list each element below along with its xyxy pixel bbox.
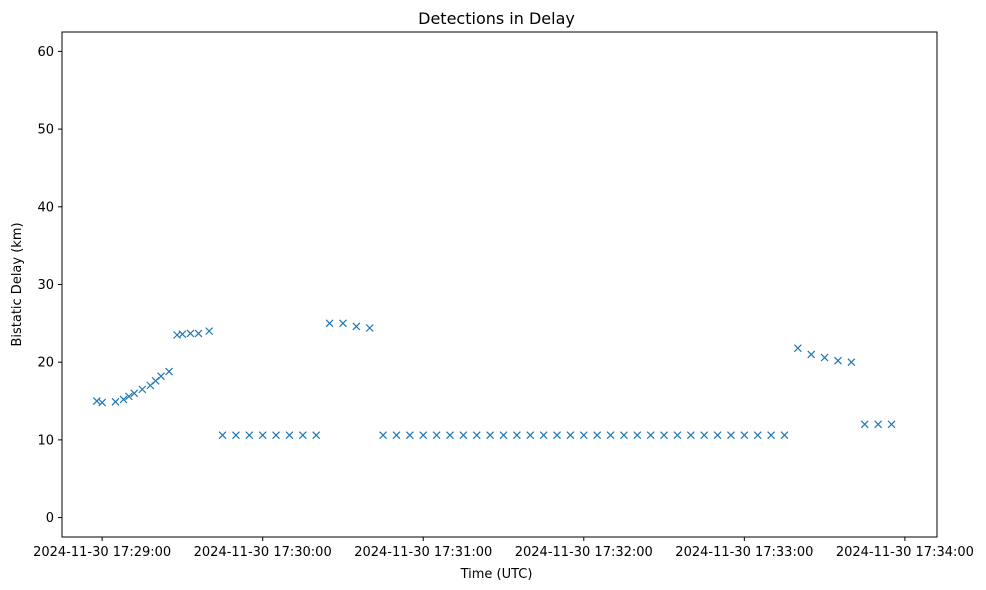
y-tick-label: 20 [37, 356, 54, 371]
data-point [245, 431, 254, 440]
data-point [325, 319, 334, 328]
data-point [526, 431, 535, 440]
data-point [111, 397, 120, 406]
y-axis: 0 10 20 30 40 50 60 [37, 45, 62, 526]
data-point [472, 431, 481, 440]
data-point [419, 431, 428, 440]
data-point [186, 329, 195, 338]
data-point [432, 431, 441, 440]
data-point [727, 431, 735, 440]
data-point [512, 431, 521, 440]
data-point [793, 344, 802, 353]
data-point [767, 431, 776, 440]
data-point [499, 431, 508, 440]
y-tick-label: 40 [37, 200, 54, 215]
data-point [713, 431, 722, 440]
x-axis-label: Time (UTC) [460, 567, 533, 582]
y-tick-label: 0 [46, 511, 54, 526]
data-point [124, 392, 133, 401]
data-point [579, 431, 588, 440]
data-point [553, 431, 561, 440]
data-point [165, 367, 173, 376]
y-axis-label: Bistatic Delay (km) [10, 222, 25, 346]
data-point [405, 431, 414, 440]
data-point [258, 431, 267, 440]
data-point [633, 431, 642, 440]
data-point [339, 319, 347, 328]
data-point [673, 431, 682, 440]
data-point [753, 431, 762, 440]
chart-title: Detections in Delay [418, 9, 575, 28]
data-point [365, 324, 374, 332]
data-point [194, 329, 203, 338]
data-point [740, 431, 749, 440]
data-point [606, 431, 615, 440]
data-point [459, 431, 468, 440]
x-tick-label: 2024-11-30 17:29:00 [33, 545, 171, 560]
data-point [379, 431, 388, 440]
data-point [593, 431, 602, 440]
y-tick-label: 30 [37, 278, 54, 293]
data-point [218, 431, 227, 440]
data-point [820, 353, 829, 362]
data-point [660, 431, 668, 440]
y-tick-label: 10 [37, 433, 54, 448]
data-point [620, 431, 628, 440]
data-point [834, 356, 842, 365]
data-point [298, 431, 307, 440]
data-point [847, 358, 856, 367]
data-point [272, 431, 280, 440]
data-point [539, 431, 548, 440]
data-point [887, 420, 896, 429]
x-axis: 2024-11-30 17:29:00 2024-11-30 17:30:00 20… [33, 537, 974, 560]
data-point [92, 397, 101, 405]
data-point [686, 431, 695, 440]
data-point [157, 372, 165, 381]
data-point [312, 431, 321, 440]
x-tick-label: 2024-11-30 17:32:00 [515, 545, 653, 560]
x-tick-label: 2024-11-30 17:30:00 [194, 545, 332, 560]
data-point [205, 327, 214, 336]
x-tick-label: 2024-11-30 17:31:00 [354, 545, 492, 560]
data-points [92, 319, 896, 440]
data-point [446, 431, 454, 440]
axes-frame [61, 31, 938, 538]
x-tick-label: 2024-11-30 17:33:00 [675, 545, 813, 560]
data-point [138, 385, 147, 394]
data-point [178, 330, 187, 339]
data-point [860, 420, 869, 429]
data-point [646, 431, 655, 440]
x-tick-label: 2024-11-30 17:34:00 [836, 545, 974, 560]
data-point [780, 431, 789, 440]
data-point [130, 389, 139, 398]
data-point [285, 431, 294, 440]
data-point [352, 322, 361, 331]
y-tick-label: 60 [37, 45, 54, 60]
data-point [119, 395, 128, 404]
y-tick-label: 50 [37, 123, 54, 138]
data-point [392, 431, 401, 440]
data-point [486, 431, 495, 440]
data-point [807, 350, 816, 359]
plot-area [61, 31, 938, 538]
data-point [232, 431, 240, 440]
data-point [700, 431, 709, 440]
data-point [874, 420, 883, 429]
data-point [566, 431, 575, 440]
data-point [98, 398, 107, 407]
